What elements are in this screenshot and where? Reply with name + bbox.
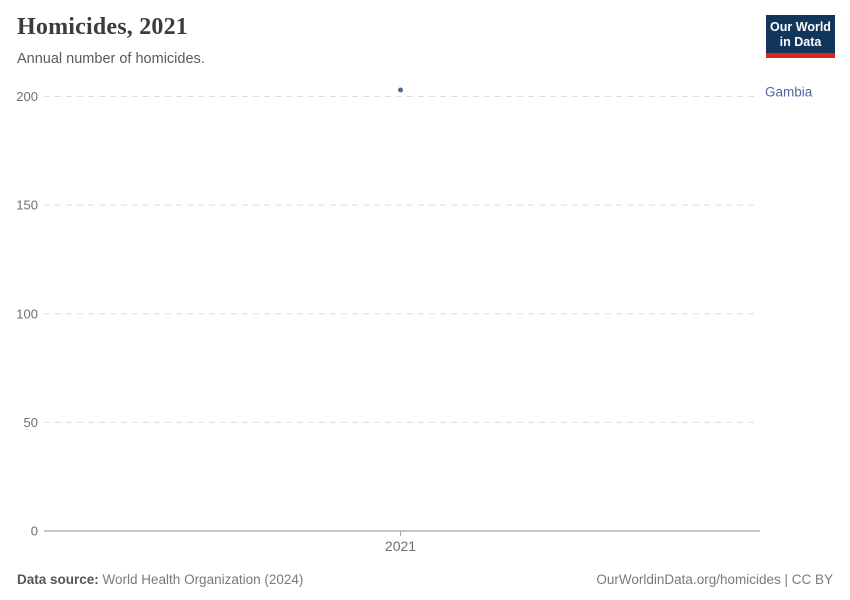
entity-label-gambia[interactable]: Gambia <box>765 84 813 99</box>
owid-logo[interactable]: Our World in Data <box>766 15 835 58</box>
x-tick-label: 2021 <box>385 538 416 554</box>
data-point-gambia[interactable] <box>398 87 403 93</box>
data-source-label: Data source: <box>17 572 99 587</box>
y-tick-label: 100 <box>16 306 38 321</box>
y-tick-label: 0 <box>31 524 38 539</box>
y-tick-label: 150 <box>16 198 38 213</box>
owid-logo-line1: Our World <box>770 20 831 34</box>
owid-logo-line2: in Data <box>779 34 822 49</box>
chart-header: Homicides, 2021 Annual number of homicid… <box>17 14 205 67</box>
data-source: Data source: World Health Organization (… <box>17 572 303 587</box>
data-source-value: World Health Organization (2024) <box>98 572 304 587</box>
chart-title: Homicides, 2021 <box>17 14 188 40</box>
chart-subtitle: Annual number of homicides. <box>17 51 205 67</box>
license-link[interactable]: OurWorldinData.org/homicides | CC BY <box>596 572 833 587</box>
y-tick-label: 50 <box>24 415 38 430</box>
y-tick-label: 200 <box>16 89 38 104</box>
